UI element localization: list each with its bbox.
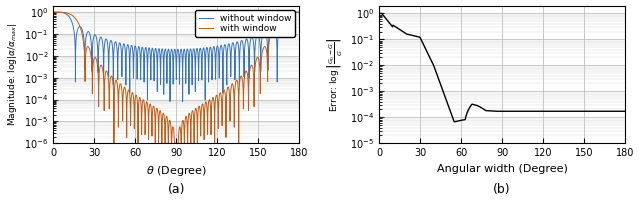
with window: [296, 11, 303, 13]
Line: without window: without window: [53, 12, 300, 102]
without window: [179, 100, 186, 103]
without window: [144, 64, 152, 67]
without window: [264, 49, 272, 52]
with window: [264, 51, 272, 54]
X-axis label: Angular width (Degree): Angular width (Degree): [436, 164, 568, 174]
X-axis label: $\theta$ (Degree): $\theta$ (Degree): [146, 164, 207, 178]
with window: [291, 11, 298, 13]
Title: (b): (b): [493, 183, 511, 196]
without window: [77, 26, 85, 29]
with window: [154, 124, 162, 127]
without window: [296, 28, 303, 31]
with window: [144, 105, 152, 107]
Title: (a): (a): [168, 183, 185, 196]
without window: [154, 49, 162, 52]
Legend: without window, with window: without window, with window: [195, 10, 295, 37]
with window: [92, 57, 100, 60]
with window: [77, 29, 85, 32]
with window: [49, 11, 57, 13]
Line: with window: with window: [53, 12, 300, 143]
Y-axis label: Magnitude: $\log|\alpha/\alpha_{max}|$: Magnitude: $\log|\alpha/\alpha_{max}|$: [6, 23, 19, 126]
without window: [92, 35, 100, 37]
without window: [49, 11, 57, 13]
without window: [291, 11, 298, 13]
with window: [110, 142, 118, 145]
Y-axis label: Error: $\log\left|\frac{G_0 - G}{G}\right|$: Error: $\log\left|\frac{G_0 - G}{G}\righ…: [325, 37, 344, 112]
